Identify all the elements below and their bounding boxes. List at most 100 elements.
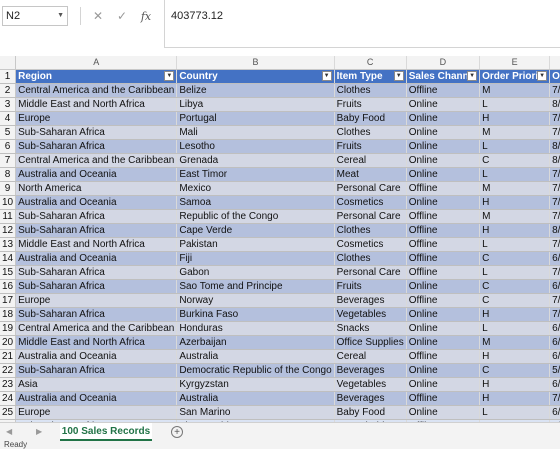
data-cell[interactable]: The Gambia [176, 419, 335, 422]
data-cell[interactable]: Clothes [334, 83, 407, 98]
data-cell[interactable]: L [479, 139, 551, 154]
data-cell[interactable]: Beverages [334, 391, 407, 406]
data-cell[interactable]: Mexico [176, 181, 335, 196]
data-cell[interactable]: Meat [334, 167, 407, 182]
row-number[interactable]: 21 [0, 349, 17, 364]
data-cell[interactable]: M [479, 83, 551, 98]
header-cell[interactable]: Order Priority ▼ [479, 69, 551, 84]
data-cell[interactable]: Online [406, 111, 481, 126]
data-cell[interactable]: Personal Care [334, 265, 407, 280]
data-cell[interactable]: Mali [176, 125, 335, 140]
data-cell[interactable]: Online [406, 321, 481, 336]
data-cell[interactable]: Australia and Oceania [15, 195, 178, 210]
data-cell[interactable]: Middle East and North Africa [15, 335, 178, 350]
data-cell[interactable]: M [479, 335, 551, 350]
row-number[interactable]: 23 [0, 377, 17, 392]
row-number[interactable]: 17 [0, 293, 17, 308]
data-cell[interactable]: Office Supplies [334, 335, 407, 350]
chevron-down-icon[interactable]: ▼ [57, 12, 64, 19]
data-cell[interactable]: Snacks [334, 321, 407, 336]
data-cell[interactable]: Sub-Saharan Africa [15, 125, 178, 140]
data-cell[interactable]: Offline [406, 293, 481, 308]
data-cell[interactable]: L [479, 405, 551, 420]
data-cell[interactable]: Online [406, 195, 481, 210]
data-cell[interactable]: Offline [406, 181, 481, 196]
row-number[interactable]: 22 [0, 363, 17, 378]
data-cell[interactable]: 8/2/2014 [549, 223, 560, 238]
select-all-corner[interactable] [0, 56, 17, 70]
data-cell[interactable]: Offline [406, 419, 481, 422]
data-cell[interactable]: 8/18/2013 [549, 139, 560, 154]
data-cell[interactable]: Sub-Saharan Africa [15, 265, 178, 280]
data-cell[interactable]: L [479, 167, 551, 182]
data-cell[interactable]: Online [406, 125, 481, 140]
data-cell[interactable]: East Timor [176, 167, 335, 182]
data-cell[interactable]: C [479, 279, 551, 294]
data-cell[interactable]: Pakistan [176, 237, 335, 252]
row-number[interactable]: 20 [0, 335, 17, 350]
data-cell[interactable]: 5/26/2011 [549, 363, 560, 378]
row-number[interactable]: 4 [0, 111, 17, 126]
data-cell[interactable]: Sub-Saharan Africa [15, 139, 178, 154]
data-cell[interactable]: Australia [176, 349, 335, 364]
data-cell[interactable]: Offline [406, 349, 481, 364]
data-cell[interactable]: 7/18/2014 [549, 293, 560, 308]
data-cell[interactable]: Vegetables [334, 377, 407, 392]
column-letter[interactable]: D [406, 56, 481, 70]
data-cell[interactable]: Online [406, 335, 481, 350]
data-cell[interactable]: H [479, 307, 551, 322]
row-number[interactable]: 18 [0, 307, 17, 322]
data-cell[interactable]: H [479, 391, 551, 406]
data-cell[interactable]: Central America and the Caribbean [15, 321, 178, 336]
data-cell[interactable]: 7/7/2014 [549, 391, 560, 406]
header-cell[interactable]: Region ▼ [15, 69, 178, 84]
data-cell[interactable]: 7/26/2011 [549, 125, 560, 140]
data-cell[interactable]: M [479, 181, 551, 196]
fx-icon[interactable]: fx [140, 9, 152, 23]
data-cell[interactable]: Cape Verde [176, 223, 335, 238]
data-cell[interactable]: Sub-Saharan Africa [15, 279, 178, 294]
row-number[interactable]: 14 [0, 251, 17, 266]
column-letter[interactable]: C [334, 56, 407, 70]
data-cell[interactable]: 8/22/2012 [549, 153, 560, 168]
data-cell[interactable]: 7/5/2013 [549, 237, 560, 252]
filter-dropdown-icon[interactable]: ▼ [321, 71, 332, 81]
data-cell[interactable]: Australia and Oceania [15, 349, 178, 364]
data-cell[interactable]: Sub-Saharan Africa [15, 419, 178, 422]
row-number[interactable]: 11 [0, 209, 17, 224]
row-number[interactable]: 25 [0, 405, 17, 420]
data-cell[interactable]: Household [334, 419, 407, 422]
scroll-right-icon[interactable]: ▶ [36, 427, 43, 436]
data-cell[interactable]: 6/26/2013 [549, 405, 560, 420]
data-cell[interactable]: Fiji [176, 251, 335, 266]
data-cell[interactable]: 7/31/2015 [549, 111, 560, 126]
data-cell[interactable]: L [479, 419, 551, 422]
data-cell[interactable]: Online [406, 377, 481, 392]
data-cell[interactable]: L [479, 97, 551, 112]
filter-dropdown-icon[interactable]: ▼ [164, 71, 175, 81]
data-cell[interactable]: 6/9/2013 [549, 349, 560, 364]
data-cell[interactable]: Kyrgyzstan [176, 377, 335, 392]
data-cell[interactable]: Europe [15, 405, 178, 420]
data-cell[interactable]: Offline [406, 237, 481, 252]
data-cell[interactable]: Fruits [334, 139, 407, 154]
data-cell[interactable]: Azerbaijan [176, 335, 335, 350]
data-cell[interactable]: Personal Care [334, 209, 407, 224]
data-cell[interactable]: 7/8/2012 [549, 265, 560, 280]
row-number[interactable]: 12 [0, 223, 17, 238]
data-cell[interactable]: North America [15, 181, 178, 196]
plus-icon[interactable]: + [171, 426, 183, 438]
row-number[interactable]: 13 [0, 237, 17, 252]
data-cell[interactable]: Sub-Saharan Africa [15, 307, 178, 322]
data-cell[interactable]: 7/31/2012 [549, 167, 560, 182]
data-cell[interactable]: Grenada [176, 153, 335, 168]
data-cell[interactable]: C [479, 153, 551, 168]
data-cell[interactable]: Middle East and North Africa [15, 97, 178, 112]
data-cell[interactable]: Portugal [176, 111, 335, 126]
data-cell[interactable]: H [479, 195, 551, 210]
data-cell[interactable]: Fruits [334, 97, 407, 112]
header-cell[interactable]: Sales Channel ▼ [406, 69, 481, 84]
data-cell[interactable]: Norway [176, 293, 335, 308]
data-cell[interactable]: 7/14/2015 [549, 209, 560, 224]
data-cell[interactable]: Belize [176, 83, 335, 98]
